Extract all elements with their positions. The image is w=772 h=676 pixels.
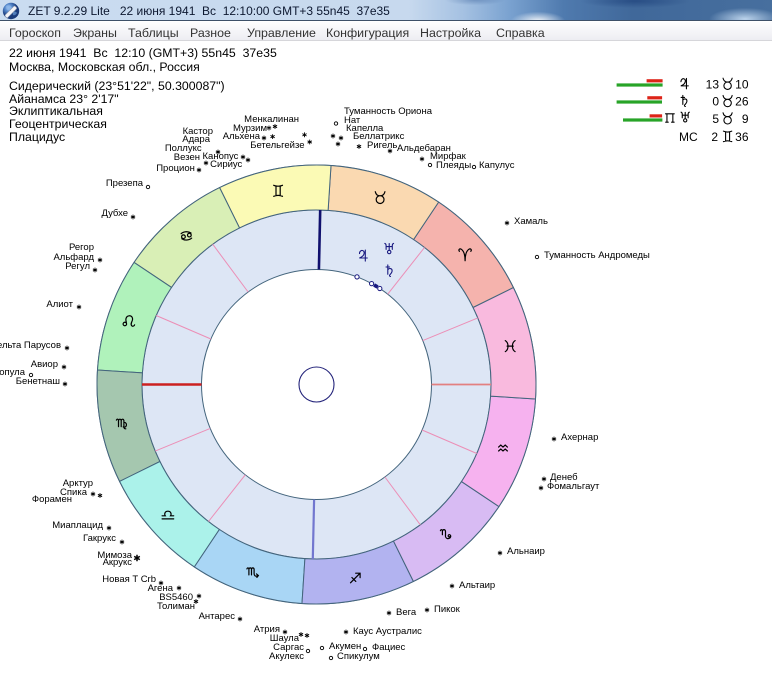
svg-text:2: 2 [711,130,718,144]
svg-text:5: 5 [712,112,719,126]
svg-text:MC: MC [679,130,698,144]
svg-text:0: 0 [712,95,719,109]
svg-text:36: 36 [735,130,749,144]
svg-text:26: 26 [735,95,749,109]
svg-text:10: 10 [735,77,749,91]
svg-text:13: 13 [706,77,720,91]
svg-text:9: 9 [742,112,749,126]
